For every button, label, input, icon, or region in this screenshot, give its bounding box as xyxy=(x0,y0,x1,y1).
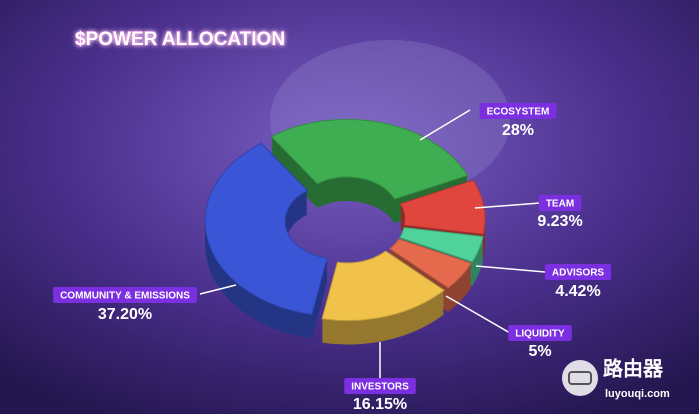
value-label: 4.42% xyxy=(555,283,600,300)
category-label: INVESTORS xyxy=(351,382,409,393)
label-box xyxy=(544,264,612,280)
label-box xyxy=(53,287,197,303)
watermark-url: luyouqi.com xyxy=(605,388,670,400)
value-label: 5% xyxy=(528,343,551,360)
leader-line xyxy=(475,265,546,273)
segment xyxy=(399,227,484,263)
label-box xyxy=(479,103,557,119)
value-label: 28% xyxy=(502,122,534,139)
segment xyxy=(204,142,328,316)
segment xyxy=(270,118,469,200)
category-label: COMMUNITY & EMISSIONS xyxy=(60,291,190,302)
segment xyxy=(388,238,473,289)
label-box xyxy=(508,325,572,341)
watermark-icon-router xyxy=(568,371,592,385)
labels: ECOSYSTEM 28% TEAM 9.23% ADVISORS 4.42% LIQUID… xyxy=(53,103,612,413)
category-label: ECOSYSTEM xyxy=(487,107,550,118)
leader-line xyxy=(474,202,541,209)
value-label: 9.23% xyxy=(537,213,582,230)
value-label: 37.20% xyxy=(98,306,152,323)
watermark-title: 路由器 xyxy=(603,356,664,380)
leader-line xyxy=(199,284,237,295)
pie xyxy=(204,118,486,345)
watermark-icon xyxy=(562,360,598,396)
category-label: TEAM xyxy=(546,199,574,210)
label-box xyxy=(538,195,582,211)
chart-title: $POWER ALLOCATION xyxy=(75,29,285,50)
value-label: 16.15% xyxy=(353,396,407,413)
segment xyxy=(321,250,445,321)
watermark: 路由器 luyouqi.com xyxy=(562,356,670,400)
category-label: ADVISORS xyxy=(552,268,605,279)
leader-line xyxy=(445,295,511,334)
segment xyxy=(399,179,486,235)
label-box xyxy=(344,378,416,394)
category-label: LIQUIDITY xyxy=(515,329,565,340)
leader-line xyxy=(419,109,471,141)
